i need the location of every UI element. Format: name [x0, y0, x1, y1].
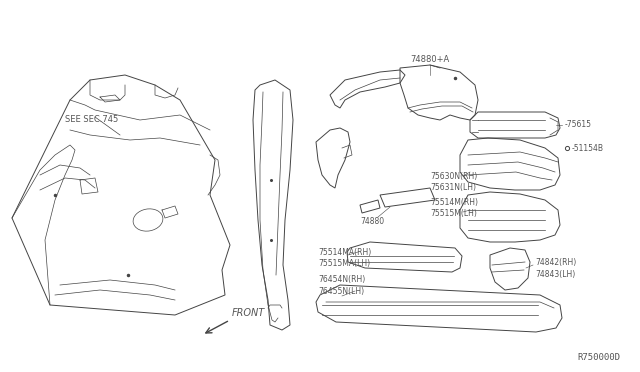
Text: 74880: 74880 — [360, 217, 384, 226]
Text: R750000D: R750000D — [577, 353, 620, 362]
Text: 74880+A: 74880+A — [410, 55, 450, 64]
Text: 74842(RH): 74842(RH) — [535, 258, 576, 267]
Text: 75514MA(RH): 75514MA(RH) — [318, 248, 371, 257]
Text: -51154B: -51154B — [572, 144, 604, 153]
Text: SEE SEC.745: SEE SEC.745 — [65, 115, 118, 124]
Text: 75515MA(LH): 75515MA(LH) — [318, 259, 370, 268]
Text: FRONT: FRONT — [232, 308, 265, 318]
Text: 76455N(LH): 76455N(LH) — [318, 287, 364, 296]
Text: -75615: -75615 — [565, 120, 592, 129]
Text: 75630N(RH): 75630N(RH) — [430, 172, 477, 181]
Text: 75631N(LH): 75631N(LH) — [430, 183, 476, 192]
Text: 74843(LH): 74843(LH) — [535, 270, 575, 279]
Text: 75514M(RH): 75514M(RH) — [430, 198, 478, 207]
Text: 76454N(RH): 76454N(RH) — [318, 275, 365, 284]
Text: 75515M(LH): 75515M(LH) — [430, 209, 477, 218]
